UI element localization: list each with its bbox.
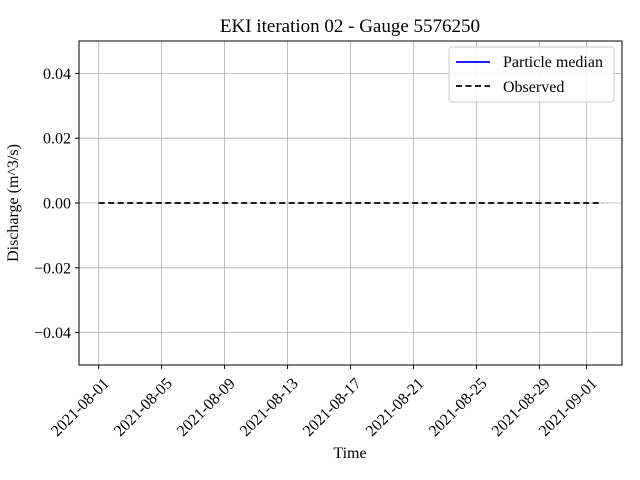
legend-box bbox=[448, 46, 615, 103]
legend-label-observed: Observed bbox=[503, 79, 564, 96]
x-tick-label: 2021-08-17 bbox=[300, 375, 365, 440]
x-tick-label: 2021-08-09 bbox=[174, 375, 239, 440]
x-tick-label: 2021-08-25 bbox=[426, 375, 491, 440]
y-axis-label: Discharge (m^3/s) bbox=[5, 144, 22, 262]
y-axis: 0.04 0.02 0.00 −0.02 −0.04 bbox=[34, 66, 79, 342]
x-tick-label: 2021-08-05 bbox=[111, 375, 176, 440]
legend-label-particle-median: Particle median bbox=[503, 54, 603, 71]
y-tick-label: −0.02 bbox=[34, 260, 71, 277]
y-tick-label: 0.04 bbox=[43, 66, 71, 83]
x-axis-label: Time bbox=[333, 445, 366, 462]
y-tick-label: −0.04 bbox=[34, 325, 71, 342]
y-tick-label: 0.02 bbox=[43, 131, 71, 148]
x-tick-label: 2021-08-13 bbox=[237, 375, 302, 440]
y-tick-label: 0.00 bbox=[43, 196, 71, 213]
x-tick-label: 2021-08-01 bbox=[48, 375, 113, 440]
legend: Particle median Observed bbox=[448, 46, 615, 103]
x-tick-label: 2021-08-21 bbox=[363, 375, 428, 440]
chart-title: EKI iteration 02 - Gauge 5576250 bbox=[220, 16, 480, 37]
x-axis: 2021-08-012021-08-052021-08-092021-08-13… bbox=[48, 365, 601, 440]
